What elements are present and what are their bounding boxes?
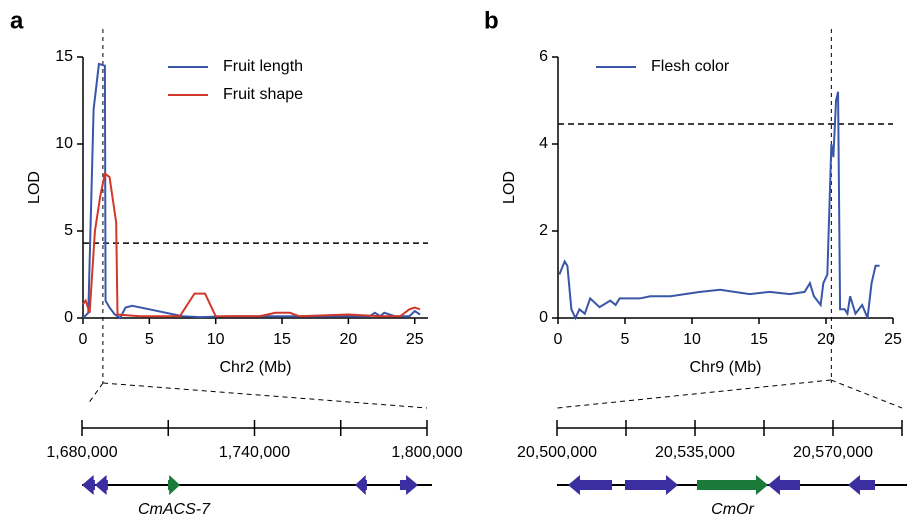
series-line (82, 62, 421, 320)
gene (625, 475, 679, 495)
gene (568, 475, 613, 495)
x-tick-label: 0 (554, 331, 563, 348)
zoom-line (87, 382, 104, 405)
gene (696, 475, 768, 495)
scale-tick-label: 1,680,000 (46, 444, 117, 461)
series-line (82, 171, 421, 318)
gene-label: CmACS-7 (138, 501, 211, 518)
gene (399, 475, 419, 495)
scale-tick-label: 20,500,000 (517, 444, 597, 461)
scale-tick-label: 20,570,000 (793, 444, 873, 461)
x-tick-label: 0 (79, 331, 88, 348)
x-tick-label: 10 (683, 331, 701, 348)
legend-label: Flesh color (651, 58, 730, 75)
y-tick-label: 15 (55, 48, 73, 65)
gene (847, 475, 875, 495)
x-tick-label: 25 (884, 331, 902, 348)
y-tick-label: 6 (539, 48, 548, 65)
gene (82, 475, 95, 495)
panel-label: b (484, 7, 499, 34)
x-tick-label: 5 (145, 331, 154, 348)
y-tick-label: 0 (64, 309, 73, 326)
gene (767, 475, 800, 495)
x-tick-label: 15 (750, 331, 768, 348)
zoom-line (556, 379, 832, 409)
gene (167, 475, 181, 495)
scale-tick-label: 20,535,000 (655, 444, 735, 461)
y-tick-label: 2 (539, 222, 548, 239)
gene (355, 475, 367, 495)
panel-label: a (10, 7, 24, 34)
legend-label: Fruit length (223, 58, 303, 75)
scale-tick-label: 1,740,000 (219, 444, 290, 461)
y-tick-label: 0 (539, 309, 548, 326)
y-axis-label: LOD (26, 171, 43, 204)
y-tick-label: 10 (55, 135, 73, 152)
legend-label: Fruit shape (223, 86, 303, 103)
x-tick-label: 25 (406, 331, 424, 348)
gene (94, 475, 108, 495)
y-axis-label: LOD (501, 171, 518, 204)
x-tick-label: 5 (621, 331, 630, 348)
x-tick-label: 20 (339, 331, 357, 348)
scale-tick-label: 1,800,000 (391, 444, 462, 461)
y-tick-label: 5 (64, 222, 73, 239)
series-line (558, 91, 880, 321)
zoom-line (102, 382, 428, 409)
gene-label: CmOr (711, 501, 754, 518)
x-tick-label: 10 (207, 331, 225, 348)
x-axis-label: Chr2 (Mb) (219, 359, 291, 376)
x-tick-label: 20 (817, 331, 835, 348)
x-axis-label: Chr9 (Mb) (689, 359, 761, 376)
x-tick-label: 15 (273, 331, 291, 348)
zoom-line (830, 379, 903, 409)
y-tick-label: 4 (539, 135, 548, 152)
